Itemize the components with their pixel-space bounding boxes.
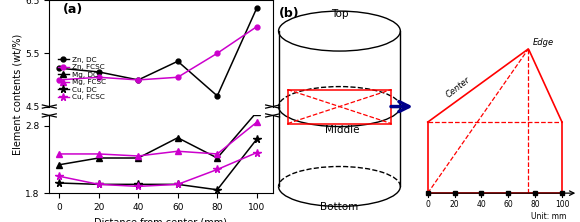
- Text: (b): (b): [278, 7, 299, 20]
- Text: 20: 20: [450, 200, 459, 209]
- Text: 0: 0: [425, 200, 430, 209]
- X-axis label: Distance from center (mm): Distance from center (mm): [95, 217, 227, 222]
- Text: 80: 80: [530, 200, 540, 209]
- Text: Top: Top: [331, 9, 348, 19]
- Text: 60: 60: [503, 200, 513, 209]
- Text: Center: Center: [444, 75, 472, 100]
- Text: Edge: Edge: [532, 38, 553, 47]
- Text: (a): (a): [63, 3, 83, 16]
- Text: 100: 100: [554, 200, 569, 209]
- Text: Middle: Middle: [325, 125, 360, 135]
- Text: Bottom: Bottom: [320, 202, 358, 212]
- Text: 40: 40: [477, 200, 486, 209]
- Text: Unit: mm: Unit: mm: [531, 212, 566, 221]
- Legend: Zn, DC, Zn, FCSC, Mg, DC, Mg, FCSC, Cu, DC, Cu, FCSC: Zn, DC, Zn, FCSC, Mg, DC, Mg, FCSC, Cu, …: [55, 54, 109, 103]
- Text: Element contents (wt/%): Element contents (wt/%): [12, 34, 23, 155]
